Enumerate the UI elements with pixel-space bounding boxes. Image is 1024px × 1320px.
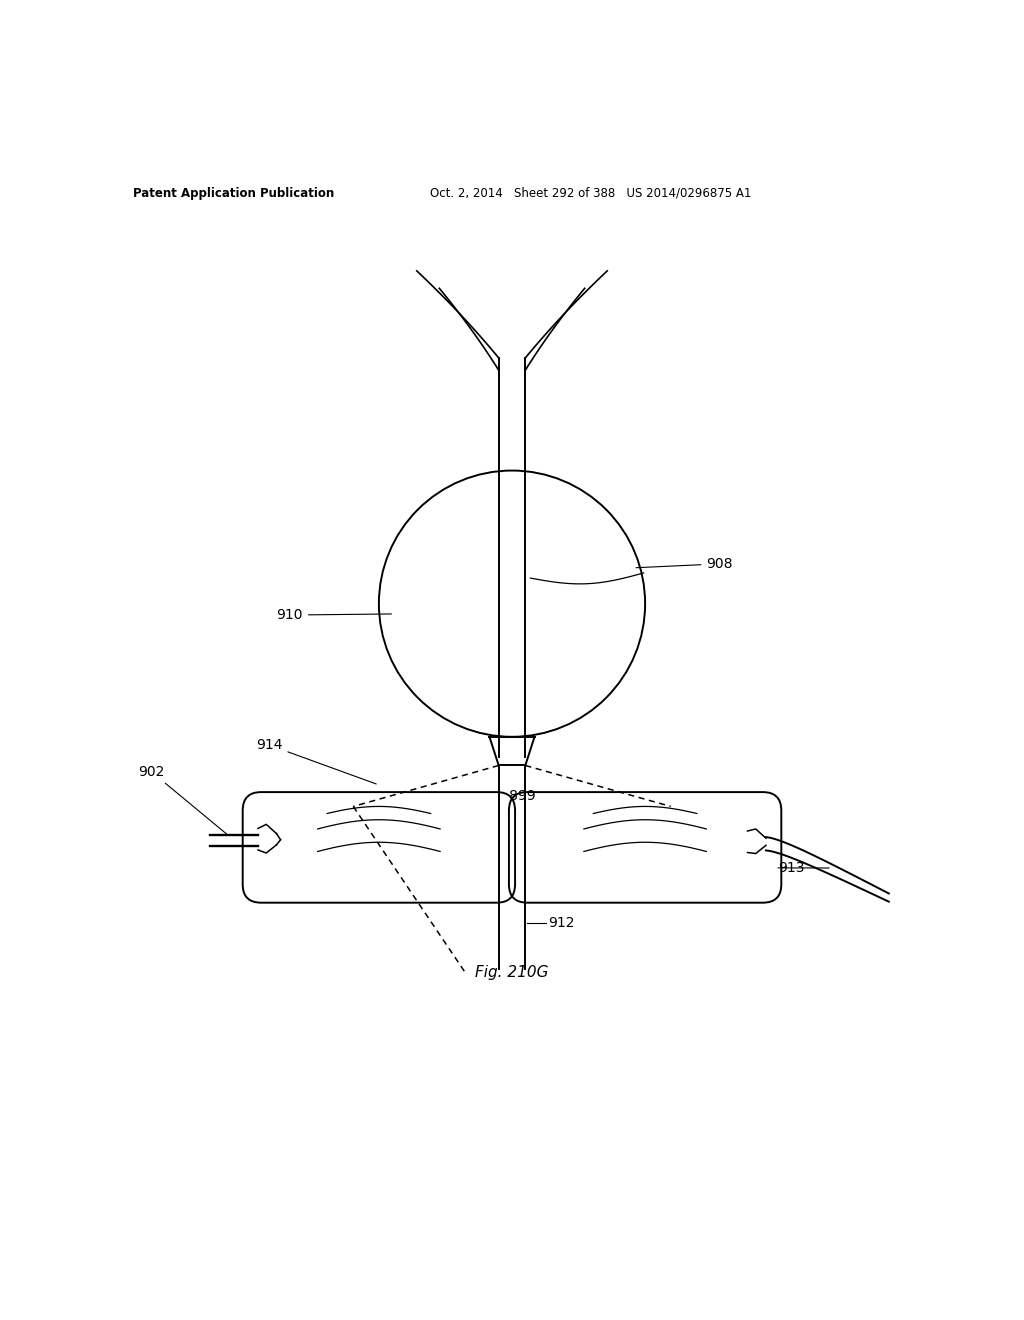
Text: Oct. 2, 2014   Sheet 292 of 388   US 2014/0296875 A1: Oct. 2, 2014 Sheet 292 of 388 US 2014/02… [430,186,752,199]
Text: 914: 914 [256,738,376,784]
Text: Patent Application Publication: Patent Application Publication [133,186,335,199]
Text: 913: 913 [778,861,805,875]
Text: Fig. 210G: Fig. 210G [475,965,549,979]
Text: 902: 902 [138,764,228,836]
Text: 899: 899 [509,789,536,803]
Text: 908: 908 [636,557,733,570]
Text: 912: 912 [548,916,574,931]
Text: 910: 910 [276,609,391,622]
